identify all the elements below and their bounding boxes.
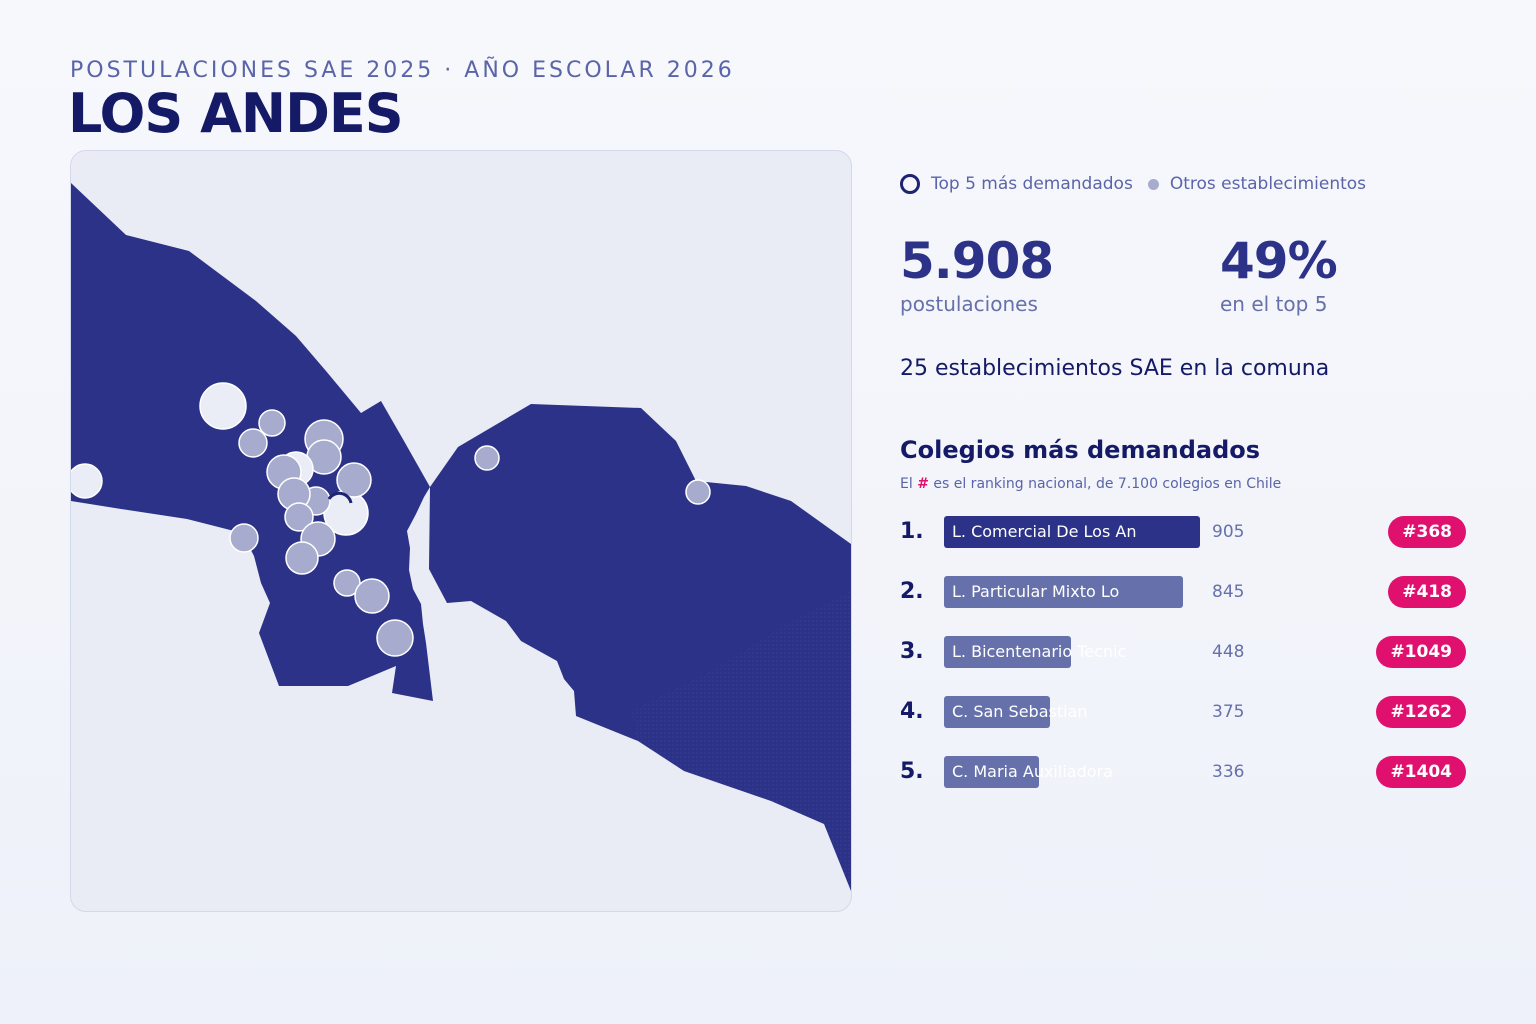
postulaciones-count: 905: [1212, 522, 1245, 542]
top5-school-ring[interactable]: [327, 491, 353, 504]
other-dot-icon: [1147, 178, 1159, 190]
comuna-map[interactable]: [70, 150, 852, 912]
school-marker[interactable]: [376, 619, 414, 657]
rank-number: 2.: [900, 579, 924, 604]
demand-bar: [944, 696, 1050, 728]
rank-number: 5.: [900, 759, 924, 784]
school-marker[interactable]: [199, 382, 247, 430]
demand-bar: [944, 756, 1039, 788]
school-markers: [71, 382, 711, 657]
school-marker[interactable]: [474, 445, 500, 471]
school-marker[interactable]: [284, 502, 314, 532]
postulaciones-count: 448: [1212, 642, 1245, 662]
school-name: L. Comercial De Los An: [952, 522, 1137, 541]
top5-ring-icon: [900, 174, 920, 194]
legend-top5-label: Top 5 más demandados: [931, 174, 1133, 194]
postulaciones-count: 375: [1212, 702, 1245, 722]
ranking-row[interactable]: 2. L. Particular Mixto Lo 845 #418: [900, 576, 1466, 608]
school-marker[interactable]: [285, 541, 319, 575]
ranking-row[interactable]: 3. L. Bicentenario Tecnic 448 #1049: [900, 636, 1466, 668]
ranking-title: Colegios más demandados: [900, 436, 1261, 464]
school-marker[interactable]: [258, 409, 286, 437]
school-name: C. Maria Auxiliadora: [952, 762, 1113, 781]
demand-bar: [944, 516, 1200, 548]
school-name: L. Particular Mixto Lo: [952, 582, 1120, 601]
school-marker[interactable]: [354, 578, 390, 614]
national-rank-badge: #368: [1388, 516, 1466, 548]
national-rank-badge: #1404: [1376, 756, 1466, 788]
map-legend: Top 5 más demandados Otros establecimien…: [900, 174, 1366, 194]
note-prefix: El: [900, 476, 918, 492]
map-canvas: [71, 183, 851, 891]
demand-bar: [944, 636, 1071, 668]
page-kicker: POSTULACIONES SAE 2025 · AÑO ESCOLAR 202…: [70, 58, 735, 83]
ranking-row[interactable]: 5. C. Maria Auxiliadora 336 #1404: [900, 756, 1466, 788]
school-name: C. San Sebastian: [952, 702, 1088, 721]
national-rank-badge: #1049: [1376, 636, 1466, 668]
postulaciones-count: 336: [1212, 762, 1245, 782]
school-marker[interactable]: [238, 428, 268, 458]
school-marker[interactable]: [71, 463, 103, 499]
rank-number: 4.: [900, 699, 924, 724]
postulaciones-label: postulaciones: [900, 292, 1038, 316]
ranking-row[interactable]: 1. L. Comercial De Los An 905 #368: [900, 516, 1466, 548]
top5-share-label: en el top 5: [1220, 292, 1328, 316]
postulaciones-value: 5.908: [900, 232, 1054, 290]
note-suffix: es el ranking nacional, de 7.100 colegio…: [928, 476, 1282, 492]
establecimientos-count: 25 establecimientos SAE en la comuna: [900, 356, 1330, 381]
demand-bar: [944, 576, 1183, 608]
national-rank-badge: #1262: [1376, 696, 1466, 728]
ranking-row[interactable]: 4. C. San Sebastian 375 #1262: [900, 696, 1466, 728]
ranking-note: El # es el ranking nacional, de 7.100 co…: [900, 476, 1281, 492]
note-hash: #: [917, 476, 929, 492]
school-marker[interactable]: [336, 462, 372, 498]
rank-number: 3.: [900, 639, 924, 664]
national-rank-badge: #418: [1388, 576, 1466, 608]
legend-others-label: Otros establecimientos: [1169, 174, 1367, 194]
school-name: L. Bicentenario Tecnic: [952, 642, 1127, 661]
region-texture: [631, 591, 851, 891]
school-marker[interactable]: [229, 523, 259, 553]
page-title: LOS ANDES: [68, 82, 404, 145]
school-marker[interactable]: [685, 479, 711, 505]
rank-number: 1.: [900, 519, 924, 544]
top5-share-value: 49%: [1220, 232, 1338, 290]
postulaciones-count: 845: [1212, 582, 1245, 602]
